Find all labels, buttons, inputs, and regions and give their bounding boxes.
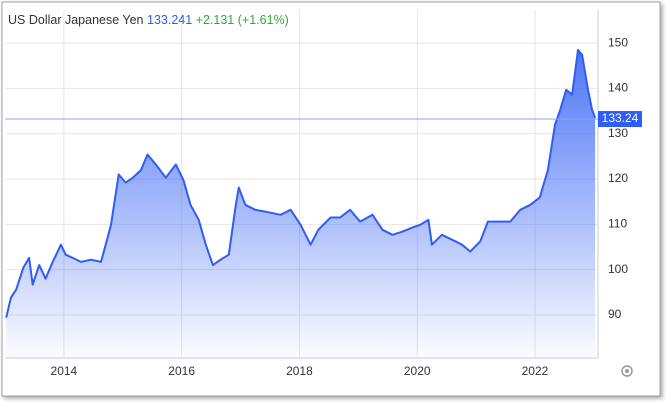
x-tick-label: 2018 — [286, 364, 313, 378]
settings-icon[interactable] — [621, 365, 633, 377]
current-price-label: 133.24 — [602, 111, 639, 125]
y-tick-label: 110 — [608, 217, 627, 231]
header: US Dollar Japanese Yen 133.241 +2.131 (+… — [8, 13, 289, 27]
x-tick-label: 2016 — [168, 364, 195, 378]
y-tick-label: 100 — [608, 262, 628, 276]
plot: 90 100 110 120 130 140 150 2014 2016 2018 2020 2022… — [5, 10, 642, 378]
area — [6, 49, 596, 359]
y-tick-label: 130 — [608, 126, 628, 140]
header-price: 133.241 — [147, 13, 192, 27]
x-tick-label: 2020 — [404, 364, 431, 378]
current-price-box — [598, 111, 642, 128]
header-title: US Dollar Japanese Yen — [8, 13, 144, 27]
y-tick-label: 150 — [608, 35, 628, 49]
x-tick-label: 2014 — [51, 364, 78, 378]
x-tick-label: 2022 — [522, 364, 549, 378]
y-tick-label: 140 — [608, 81, 628, 95]
header-change: +2.131 (+1.61%) — [196, 13, 289, 27]
y-tick-label: 90 — [608, 307, 622, 321]
line — [5, 48, 597, 318]
y-tick-label: 120 — [608, 171, 628, 185]
